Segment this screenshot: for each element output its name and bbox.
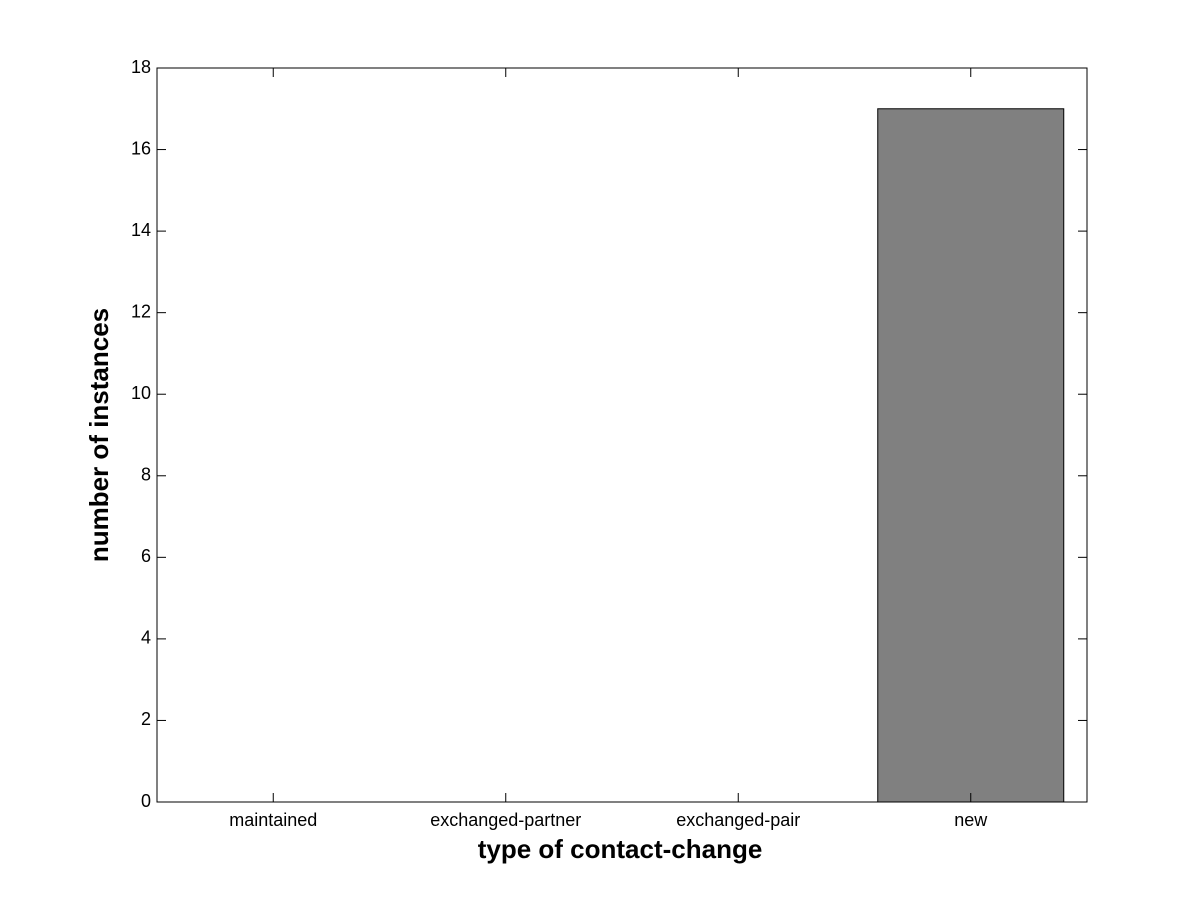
x-tick-label: new [954,810,988,830]
y-tick-label: 6 [141,546,151,566]
y-tick-label: 10 [131,383,151,403]
y-tick-label: 14 [131,220,151,240]
x-tick-label: maintained [229,810,317,830]
x-tick-label: exchanged-partner [430,810,581,830]
y-tick-label: 18 [131,57,151,77]
y-tick-label: 16 [131,138,151,158]
y-tick-label: 2 [141,709,151,729]
x-axis-label: type of contact-change [478,834,763,864]
y-tick-label: 4 [141,628,151,648]
y-tick-label: 12 [131,301,151,321]
y-tick-label: 8 [141,465,151,485]
y-axis-label: number of instances [84,308,114,562]
bar [877,108,1065,803]
y-tick-label: 0 [141,791,151,811]
plot-frame [156,67,1088,803]
x-tick-label: exchanged-pair [676,810,800,830]
